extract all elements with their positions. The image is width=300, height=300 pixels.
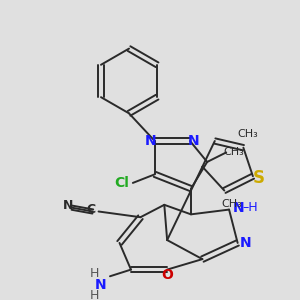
Text: CH₃: CH₃ (238, 129, 259, 139)
Text: N: N (145, 134, 157, 148)
Text: N: N (63, 199, 73, 212)
Text: H: H (90, 289, 99, 300)
Text: O: O (161, 268, 173, 282)
Text: Cl: Cl (114, 176, 129, 190)
Text: C: C (86, 203, 95, 216)
Text: N: N (94, 278, 106, 292)
Text: CH₃: CH₃ (222, 199, 242, 209)
Text: CH₃: CH₃ (224, 147, 244, 158)
Text: S: S (253, 169, 265, 187)
Text: N: N (239, 236, 251, 250)
Text: N: N (188, 134, 200, 148)
Text: H: H (90, 267, 99, 280)
Text: –H: –H (242, 201, 258, 214)
Text: N: N (233, 201, 244, 215)
